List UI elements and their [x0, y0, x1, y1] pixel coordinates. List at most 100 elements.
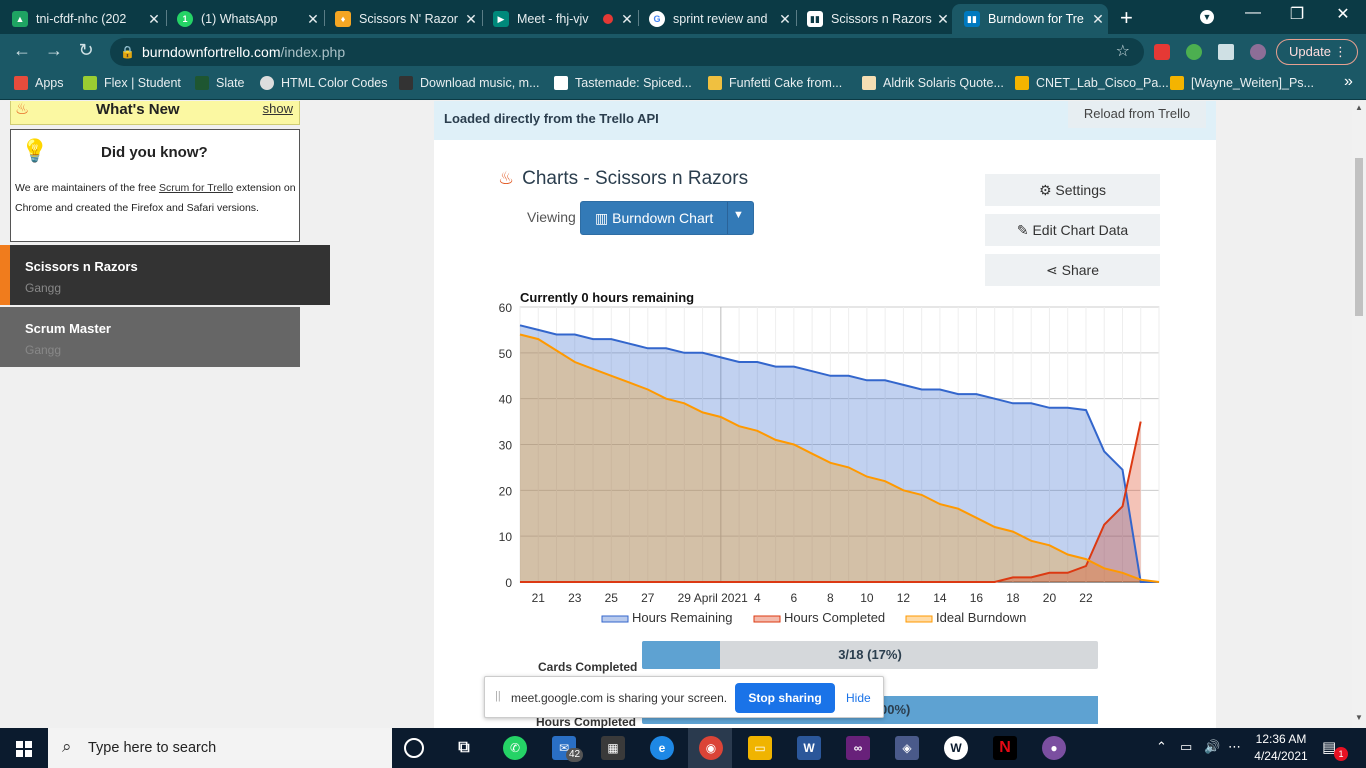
page-scrollbar[interactable]: ▲ ▼ — [1352, 101, 1366, 728]
apps-grid-icon — [14, 76, 28, 90]
tab-burndown[interactable]: ▮▮ Burndown for Tre ✕ — [952, 4, 1108, 34]
back-button[interactable]: ← — [13, 40, 31, 60]
restore-button[interactable]: ❐ — [1289, 6, 1305, 23]
close-icon[interactable]: ✕ — [779, 10, 791, 27]
extension-user-icon[interactable] — [1186, 44, 1202, 60]
browser-tab-bar: ▲ tni-cfdf-nhc (202 ✕ 1 (1) WhatsApp ✕ ♦ Scis… — [0, 0, 1366, 34]
update-button[interactable]: Update ⋮ — [1276, 39, 1358, 65]
share-button[interactable]: ⋖ Share — [985, 254, 1160, 286]
close-icon[interactable]: ✕ — [937, 10, 949, 27]
chart-panel: Loaded directly from the Trello API Relo… — [434, 101, 1216, 728]
bookmarks-overflow-icon[interactable]: » — [1344, 73, 1353, 90]
scrum-for-trello-link[interactable]: Scrum for Trello — [158, 182, 234, 194]
bookmark-funfetti[interactable]: Funfetti Cake from... — [708, 76, 842, 90]
bookmark-html-color-codes[interactable]: HTML Color Codes — [260, 76, 388, 90]
x-tick-label: 16 — [970, 591, 984, 605]
close-icon[interactable]: ✕ — [1092, 10, 1104, 27]
tab-whatsapp[interactable]: 1 (1) WhatsApp ✕ — [165, 4, 323, 34]
bookmark-flex-student[interactable]: Flex | Student — [83, 76, 181, 90]
scroll-thumb[interactable] — [1355, 158, 1363, 316]
close-icon[interactable]: ✕ — [148, 10, 160, 27]
bookmark-cnet-lab[interactable]: CNET_Lab_Cisco_Pa... — [1015, 76, 1169, 90]
cortana-icon[interactable] — [404, 738, 424, 758]
x-tick-label: 21 — [532, 591, 546, 605]
task-view-icon[interactable]: ⧉ — [458, 739, 470, 756]
start-button[interactable] — [0, 728, 48, 768]
reload-icon[interactable]: ↻ — [78, 40, 94, 60]
series-area-2 — [520, 334, 1159, 582]
show-link[interactable]: show — [262, 101, 293, 116]
file-explorer-icon[interactable]: ▭ — [748, 736, 772, 760]
edit-chart-data-button[interactable]: ✎ Edit Chart Data — [985, 214, 1160, 246]
game-icon[interactable]: ◈ — [895, 736, 919, 760]
store-icon[interactable]: ▦ — [601, 736, 625, 760]
edge-icon[interactable]: e — [650, 736, 674, 760]
minimize-button[interactable]: — — [1245, 4, 1261, 21]
y-tick-label: 0 — [505, 576, 512, 590]
notification-center-icon[interactable]: ▤ 1 — [1322, 738, 1348, 761]
recording-icon — [603, 14, 613, 24]
scroll-up-icon[interactable]: ▲ — [1355, 103, 1363, 112]
reload-from-trello-button[interactable]: Reload from Trello — [1068, 101, 1206, 128]
hide-button[interactable]: Hide — [846, 691, 871, 705]
chrome-icon[interactable]: ◉ — [699, 736, 723, 760]
drive-icon — [1170, 76, 1184, 90]
network-icon[interactable]: ⋯ — [1228, 739, 1241, 754]
new-tab-button[interactable]: + — [1120, 5, 1133, 30]
visual-studio-icon[interactable]: ∞ — [846, 736, 870, 760]
whatsapp-icon[interactable]: ✆ — [503, 736, 527, 760]
bookmark-download-music[interactable]: Download music, m... — [399, 76, 539, 90]
x-tick-label: 10 — [860, 591, 874, 605]
browser-toolbar: ← → ↻ 🔒 burndownfortrello.com/index.php … — [0, 34, 1366, 70]
taskbar-search[interactable]: ⌕ Type here to search — [48, 728, 392, 768]
whats-new-title: What's New — [96, 101, 180, 118]
bookmark-apps[interactable]: Apps — [14, 76, 64, 90]
did-you-know-text: We are maintainers of the free Scrum for… — [15, 182, 296, 214]
sidebar-board-scrum-master[interactable]: Scrum Master Gangg — [0, 307, 300, 367]
bookmark-tastemade[interactable]: Tastemade: Spiced... — [554, 76, 692, 90]
github-icon[interactable]: ● — [1042, 736, 1066, 760]
battery-icon[interactable]: ▭ — [1180, 739, 1193, 754]
close-window-button[interactable]: ✕ — [1336, 6, 1350, 23]
bookmark-slate[interactable]: Slate — [195, 76, 245, 90]
stop-sharing-button[interactable]: Stop sharing — [735, 683, 835, 713]
tab-drive[interactable]: ▲ tni-cfdf-nhc (202 ✕ — [0, 4, 164, 34]
tab-scissors-razor[interactable]: ♦ Scissors N' Razor ✕ — [323, 4, 481, 34]
bookmark-weiten[interactable]: [Wayne_Weiten]_Ps... — [1170, 76, 1314, 90]
bookmark-aldrik-quote[interactable]: Aldrik Solaris Quote... — [862, 76, 1004, 90]
tab-trello-board[interactable]: ▮▮ Scissors n Razors ✕ — [795, 4, 953, 34]
scroll-down-icon[interactable]: ▼ — [1355, 713, 1363, 722]
y-tick-label: 40 — [499, 393, 513, 407]
sidebar-board-scissors-n-razors[interactable]: Scissors n Razors Gangg — [0, 245, 330, 305]
tab-search-icon[interactable]: ▼ — [1192, 7, 1222, 25]
extensions-puzzle-icon[interactable] — [1218, 44, 1234, 60]
lock-icon: 🔒 — [120, 45, 135, 59]
clock[interactable]: 12:36 AM 4/24/2021 — [1254, 732, 1308, 763]
chart-type-dropdown[interactable]: ▥ Burndown Chart ▼ — [580, 201, 754, 235]
settings-button[interactable]: ⚙ Settings — [985, 174, 1160, 206]
globe-icon — [260, 76, 274, 90]
meet-icon: ▶ — [493, 11, 509, 27]
word-icon[interactable]: W — [797, 736, 821, 760]
series-line-2 — [519, 333, 1160, 583]
tab-meet[interactable]: ▶ Meet - fhj-vjv ✕ — [481, 4, 637, 34]
chevron-up-icon[interactable]: ⌃ — [1156, 739, 1167, 754]
hours-completed-label: Hours Completed — [536, 715, 637, 728]
address-bar[interactable]: 🔒 burndownfortrello.com/index.php ☆ — [110, 38, 1144, 66]
close-icon[interactable]: ✕ — [307, 10, 319, 27]
drive-icon: ▲ — [12, 11, 28, 27]
windows-taskbar: ⌕ Type here to search ⧉ ✆ ✉ 42 ▦ e ◉ ▭ W… — [0, 728, 1366, 768]
profile-avatar[interactable] — [1250, 44, 1266, 60]
caret-down-icon[interactable]: ▼ — [733, 209, 744, 221]
close-icon[interactable]: ✕ — [465, 10, 477, 27]
x-tick-label: 27 — [641, 591, 655, 605]
netflix-icon[interactable]: N — [993, 736, 1017, 760]
close-icon[interactable]: ✕ — [621, 10, 633, 27]
volume-icon[interactable]: 🔊 — [1204, 739, 1221, 754]
extension-tp-icon[interactable] — [1154, 44, 1170, 60]
forward-button[interactable]: → — [45, 40, 63, 60]
drag-handle-icon[interactable]: || — [495, 690, 501, 702]
bookmark-star-icon[interactable]: ☆ — [1115, 43, 1130, 60]
app-circle-icon[interactable]: W — [944, 736, 968, 760]
